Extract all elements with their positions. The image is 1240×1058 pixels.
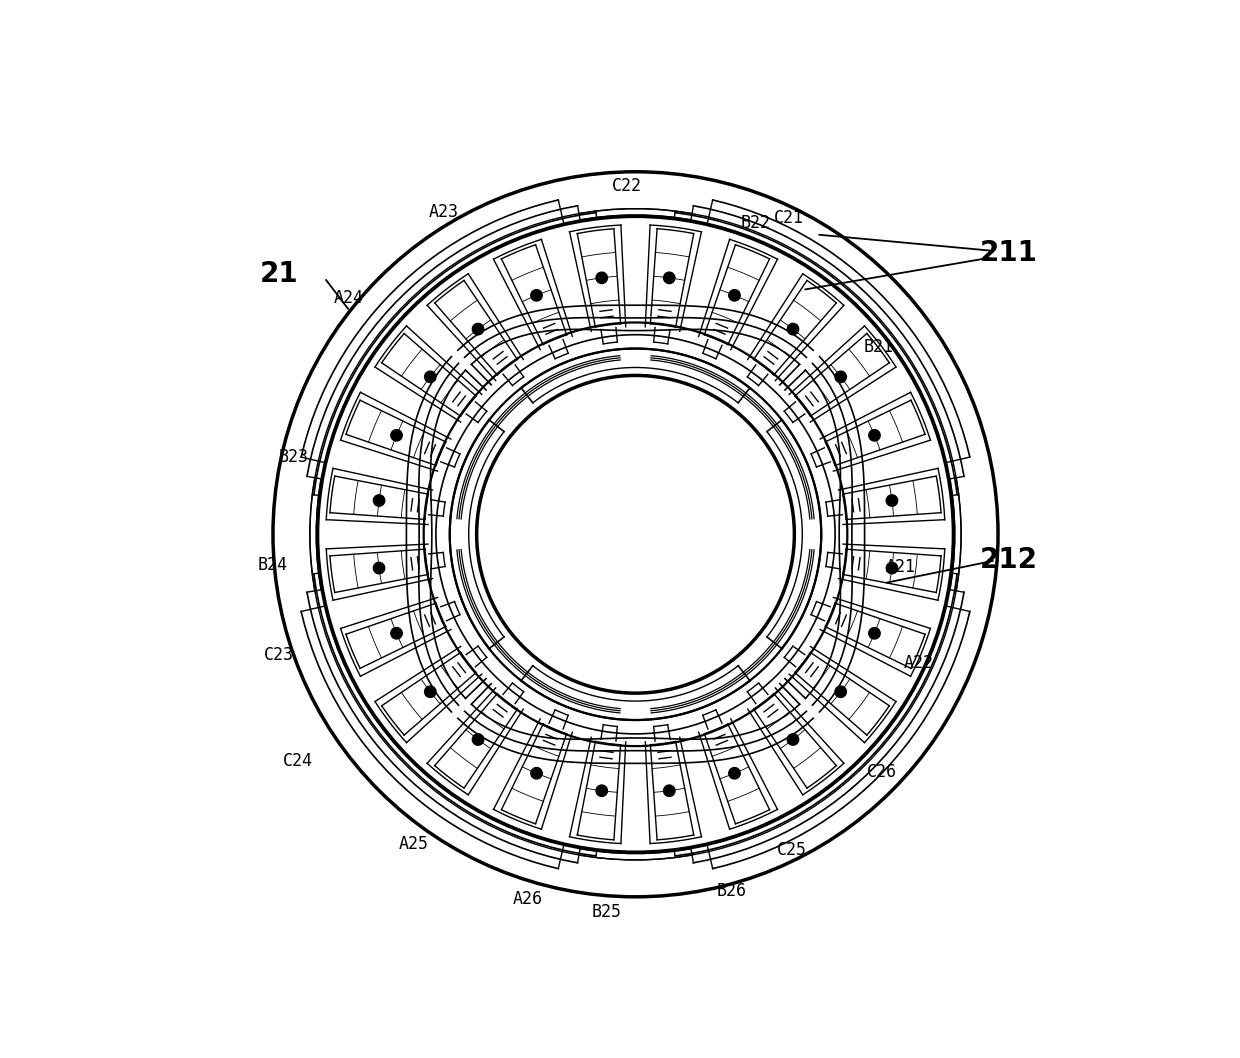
Circle shape (729, 767, 740, 779)
Text: B21: B21 (863, 338, 893, 355)
Text: 22: 22 (567, 584, 606, 612)
Circle shape (887, 563, 898, 573)
Text: B23: B23 (278, 448, 309, 466)
Circle shape (373, 495, 384, 506)
Text: A26: A26 (513, 890, 543, 908)
Text: 212: 212 (980, 546, 1038, 574)
Circle shape (787, 324, 799, 334)
Text: B26: B26 (717, 882, 746, 900)
Text: B25: B25 (591, 904, 622, 922)
Text: B24: B24 (258, 557, 288, 574)
Circle shape (531, 767, 542, 779)
Circle shape (391, 430, 402, 441)
Text: A23: A23 (429, 203, 459, 221)
Circle shape (373, 563, 384, 573)
Text: A22: A22 (904, 654, 934, 672)
Circle shape (391, 627, 402, 639)
Circle shape (472, 324, 484, 334)
Circle shape (729, 290, 740, 302)
Text: C22: C22 (613, 177, 642, 195)
Circle shape (835, 686, 847, 697)
Text: 211: 211 (980, 239, 1038, 268)
Text: C24: C24 (283, 752, 312, 770)
Text: A25: A25 (399, 835, 429, 853)
Circle shape (424, 371, 436, 383)
Text: C26: C26 (867, 763, 897, 781)
Text: A24: A24 (334, 289, 363, 307)
Circle shape (596, 272, 608, 284)
Text: C21: C21 (774, 209, 804, 227)
Circle shape (596, 785, 608, 797)
Circle shape (835, 371, 847, 383)
Circle shape (472, 734, 484, 745)
Circle shape (476, 376, 795, 693)
Text: B22: B22 (742, 214, 771, 232)
Text: 221: 221 (543, 461, 601, 490)
Circle shape (663, 785, 675, 797)
Text: C25: C25 (777, 841, 807, 859)
Circle shape (887, 495, 898, 506)
Text: 21: 21 (259, 259, 298, 288)
Circle shape (869, 627, 880, 639)
Circle shape (787, 734, 799, 745)
Text: C23: C23 (264, 645, 294, 663)
Circle shape (663, 272, 675, 284)
Text: A21: A21 (885, 558, 915, 576)
Circle shape (424, 686, 436, 697)
Circle shape (869, 430, 880, 441)
Circle shape (531, 290, 542, 302)
Circle shape (450, 348, 821, 720)
